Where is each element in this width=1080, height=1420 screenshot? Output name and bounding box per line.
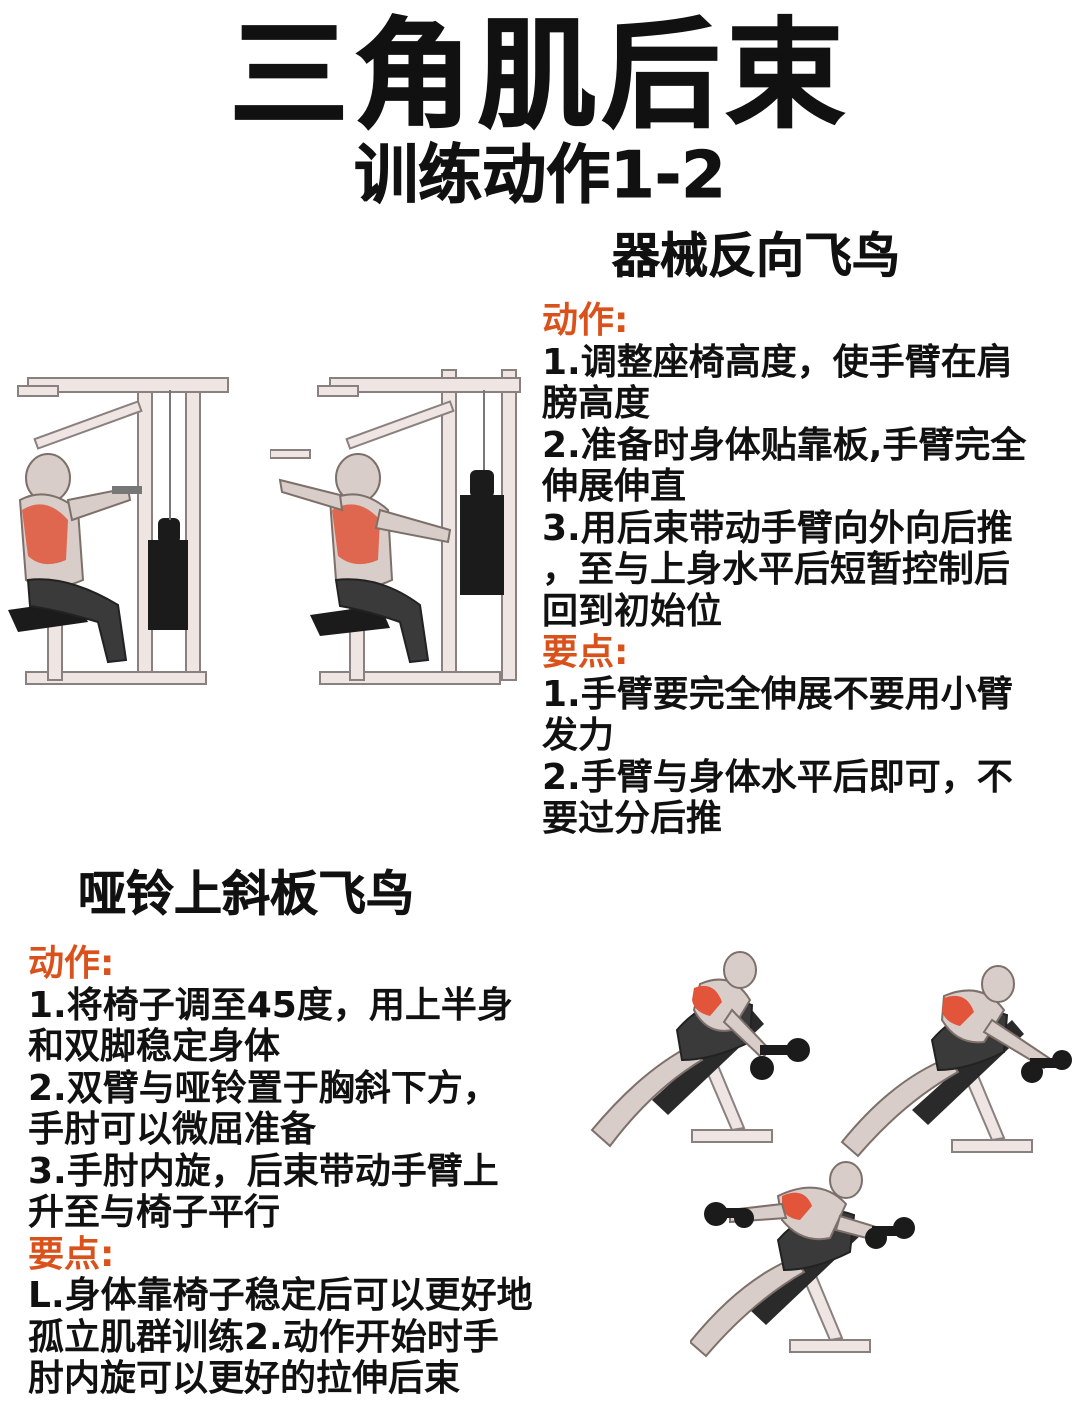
incline-dumbbell-fly-pose-3-illustration bbox=[690, 1161, 915, 1358]
section1-action-line: 回到初始位 bbox=[542, 590, 723, 632]
section1-text: 动作: 1.调整座椅高度，使手臂在肩 膀高度 2.准备时身体贴靠板,手臂完全 伸… bbox=[542, 300, 1026, 840]
section1-action-line: 伸展伸直 bbox=[542, 466, 687, 507]
section2-points-label: 要点: bbox=[28, 1233, 115, 1275]
section1-title: 器械反向飞鸟 bbox=[612, 228, 901, 285]
section1-action-line: 3.用后束带动手臂向外向后推 bbox=[542, 507, 1013, 549]
section2-action-line: 手肘可以微屈准备 bbox=[28, 1109, 317, 1150]
incline-dumbbell-fly-pose-1-illustration bbox=[590, 951, 810, 1148]
section2-action-line: 和双脚稳定身体 bbox=[28, 1026, 281, 1067]
section2-point-line: L.身体靠椅子稳定后可以更好地 bbox=[28, 1275, 533, 1316]
section1-point-line: 发力 bbox=[542, 715, 615, 756]
section2-text: 动作: 1.将椅子调至45度，用上半身 和双脚稳定身体 2.双臂与哑铃置于胸斜下… bbox=[28, 943, 533, 1400]
machine-reverse-fly-end-illustration bbox=[270, 369, 521, 685]
section2-point-line: 肘内旋可以更好的拉伸后束 bbox=[28, 1358, 461, 1399]
section1-action-line: 1.调整座椅高度，使手臂在肩 bbox=[542, 341, 1013, 383]
section1-points-label: 要点: bbox=[542, 632, 629, 673]
section2-title: 哑铃上斜板飞鸟 bbox=[78, 866, 415, 923]
section1-action-line: 膀高度 bbox=[542, 383, 651, 424]
section2-point-line: 孤立肌群训练2.动作开始时手 bbox=[28, 1316, 499, 1358]
section1-point-line: 1.手臂要完全伸展不要用小臂 bbox=[542, 673, 1013, 715]
section1-point-line: 2.手臂与身体水平后即可，不 bbox=[542, 756, 1013, 798]
section2-action-label: 动作: bbox=[28, 943, 115, 984]
machine-reverse-fly-start-illustration bbox=[8, 377, 229, 685]
section1-action-line: 2.准备时身体贴靠板,手臂完全 bbox=[542, 424, 1027, 466]
section2-action-line: 升至与椅子平行 bbox=[28, 1192, 281, 1233]
section2-action-line: 2.双臂与哑铃置于胸斜下方， bbox=[28, 1067, 499, 1109]
incline-dumbbell-fly-pose-2-illustration bbox=[840, 965, 1072, 1158]
page-title: 三角肌后束 bbox=[229, 6, 850, 144]
section1-action-label: 动作: bbox=[542, 300, 629, 341]
section1-point-line: 要过分后推 bbox=[542, 798, 723, 839]
section2-action-line: 3.手肘内旋，后束带动手臂上 bbox=[28, 1150, 499, 1192]
section1-action-line: ，至与上身水平后短暂控制后 bbox=[542, 549, 1011, 590]
section2-action-line: 1.将椅子调至45度，用上半身 bbox=[28, 984, 513, 1026]
page-subtitle: 训练动作1-2 bbox=[354, 139, 727, 214]
